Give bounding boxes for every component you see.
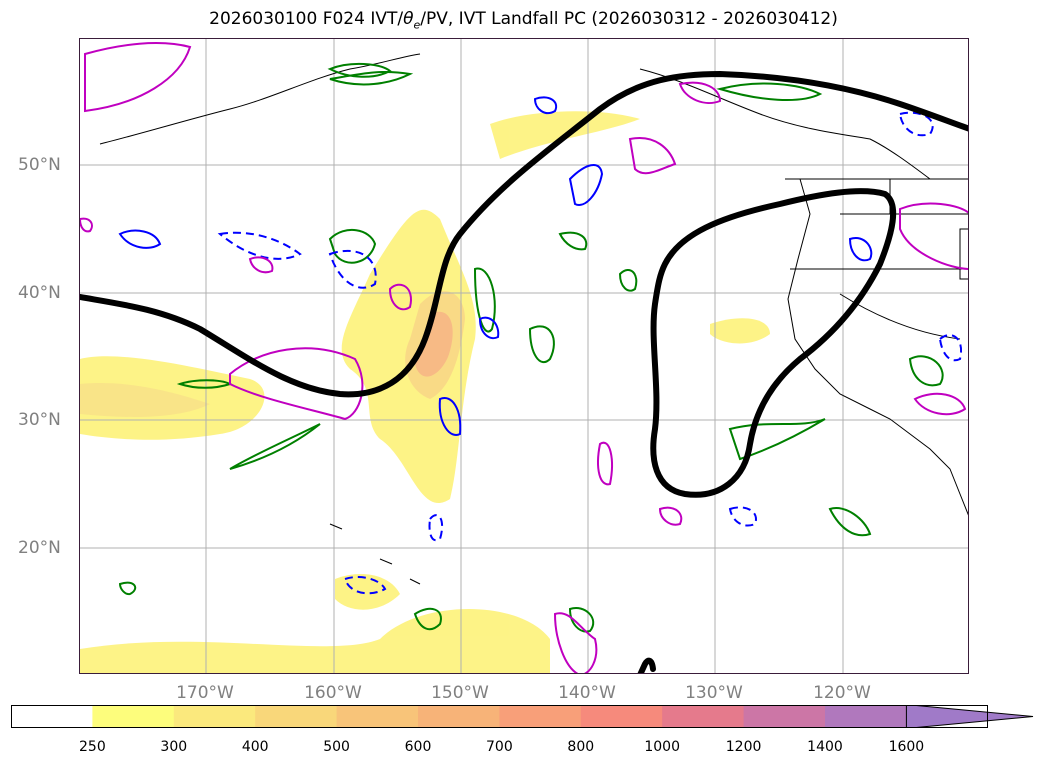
map-canvas	[80, 39, 968, 673]
colorbar-cell	[336, 705, 419, 728]
colorbar-tick-label: 300	[160, 739, 188, 755]
colorbar-tick-label: 600	[404, 739, 432, 755]
lon-label-160w: 160°W	[304, 683, 362, 703]
colorbar-cell	[743, 705, 826, 728]
lon-label-130w: 130°W	[685, 683, 743, 703]
map-panel[interactable]	[79, 38, 969, 674]
ivt-landfall-pc-contour	[80, 71, 968, 673]
colorbar-extend-arrow	[905, 705, 1034, 728]
colorbar-tick-label: 250	[79, 739, 106, 755]
coastlines	[99, 53, 968, 585]
colorbar-tick-label: 1000	[644, 739, 680, 755]
colorbar-cell	[92, 705, 175, 728]
colorbar-cell	[499, 705, 582, 728]
map-title: 2026030100 F024 IVT/θe/PV, IVT Landfall …	[209, 9, 838, 32]
pv-positive-contours	[118, 96, 963, 595]
colorbar-cell	[825, 705, 907, 728]
colorbar-tick-label: 400	[241, 739, 269, 755]
ivt-shading	[80, 111, 770, 673]
lat-label-20n: 20°N	[18, 538, 61, 558]
colorbar-frame	[11, 705, 988, 728]
colorbar-cell	[580, 705, 663, 728]
colorbar-cell	[662, 705, 745, 728]
colorbar-cell	[11, 705, 93, 728]
theta-e-contours	[118, 62, 944, 633]
lon-label-140w: 140°W	[558, 683, 616, 703]
colorbar-tick-label: 1600	[888, 739, 925, 755]
colorbar-tick-label: 500	[323, 739, 350, 755]
lat-label-30n: 30°N	[18, 410, 61, 430]
colorbar-tick-label: 800	[567, 739, 595, 755]
colorbar-tick-label: 1400	[807, 739, 843, 755]
theta-subscript: e	[413, 18, 421, 32]
lat-label-40n: 40°N	[18, 283, 61, 303]
theta-symbol: θ	[403, 9, 414, 29]
colorbar-tick-label: 700	[486, 739, 513, 755]
lon-label-150w: 150°W	[431, 683, 489, 703]
lat-label-50n: 50°N	[18, 155, 61, 175]
colorbar-cell	[418, 705, 500, 728]
lon-label-170w: 170°W	[176, 683, 234, 703]
colorbar-cell	[173, 705, 256, 728]
lon-label-120w: 120°W	[813, 683, 871, 703]
colorbar-cells	[11, 705, 907, 728]
colorbar-tick-label: 1200	[725, 739, 762, 755]
colorbar-cell	[255, 705, 338, 728]
ivt-colorbar	[11, 705, 1034, 728]
